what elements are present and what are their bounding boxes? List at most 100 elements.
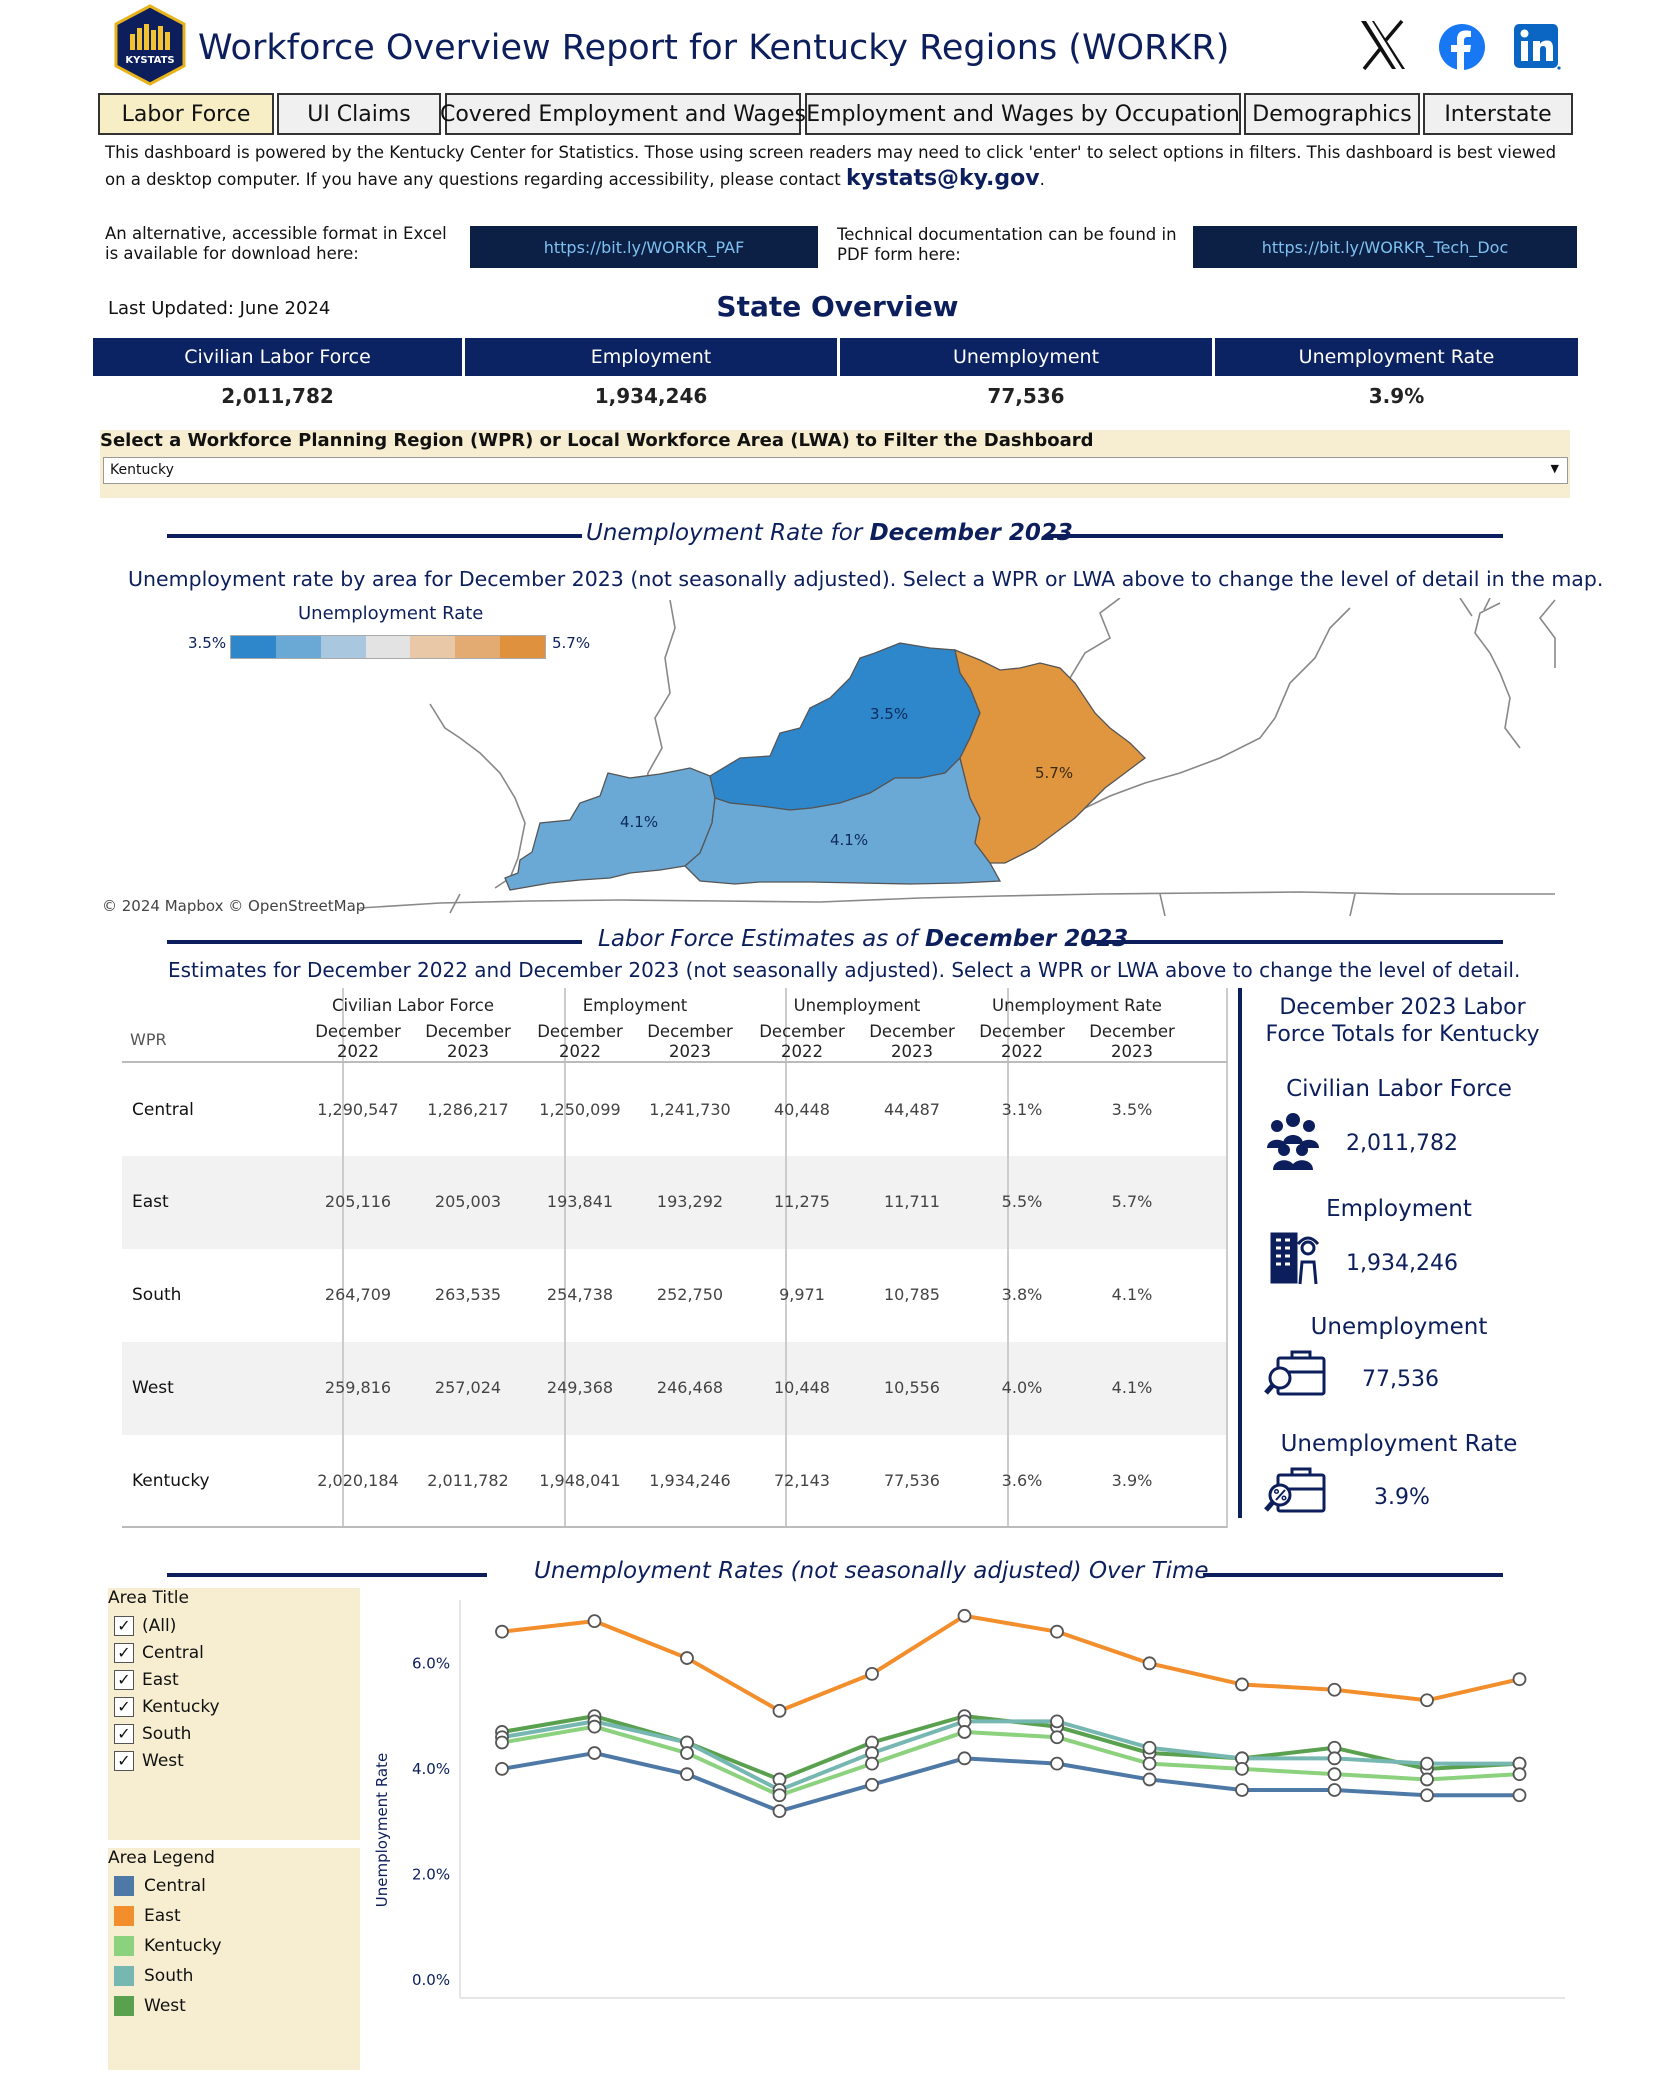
linkedin-icon[interactable] [1512, 22, 1562, 72]
tab-labor-force[interactable]: Labor Force [98, 93, 274, 135]
totals-title: December 2023 Labor Force Totals for Ken… [1265, 995, 1540, 1047]
legend-swatch [455, 636, 501, 658]
data-point-east [1142, 1656, 1157, 1671]
data-point-kentucky [1142, 1756, 1157, 1771]
worker-building-icon [1268, 1226, 1326, 1286]
legend-label: Kentucky [144, 1936, 222, 1956]
column-group-header: Unemployment [793, 996, 921, 1015]
table-cell: 1,286,217 [427, 1100, 509, 1119]
tab-demographics[interactable]: Demographics [1244, 93, 1420, 135]
facebook-icon[interactable] [1437, 22, 1487, 72]
header-divider [122, 1061, 1227, 1063]
email-link[interactable]: kystats@ky.gov [846, 166, 1040, 191]
checkbox-icon[interactable]: ✓ [114, 1670, 134, 1690]
checkbox-icon[interactable]: ✓ [114, 1751, 134, 1771]
area-checkbox-item[interactable]: ✓ East [114, 1670, 179, 1690]
data-point-central [957, 1751, 972, 1766]
checkbox-label: Kentucky [142, 1697, 220, 1717]
row-label: West [132, 1378, 174, 1398]
checkbox-icon[interactable]: ✓ [114, 1724, 134, 1744]
column-subheader: December [537, 1022, 623, 1041]
kystats-logo[interactable]: KYSTATS [112, 4, 188, 86]
footer-divider [122, 1526, 1227, 1528]
checkbox-icon[interactable]: ✓ [114, 1616, 134, 1636]
data-point-central [680, 1767, 694, 1782]
row-band [122, 1156, 1227, 1249]
excel-text: An alternative, accessible format in Exc… [105, 224, 447, 263]
last-updated: Last Updated: June 2024 [108, 298, 331, 319]
region-select[interactable]: Kentucky ▼ [103, 457, 1568, 484]
table-cell: 4.1% [1111, 1378, 1153, 1397]
table-cell: 44,487 [884, 1100, 940, 1119]
area-checkbox-item[interactable]: ✓ West [114, 1751, 184, 1771]
tab-occupation[interactable]: Employment and Wages by Occupation [805, 93, 1241, 135]
data-point-east [1420, 1693, 1434, 1708]
map-label-west: 4.1% [620, 813, 658, 831]
checkbox-label: East [142, 1670, 179, 1690]
area-filter-panel [108, 1588, 360, 1840]
data-point-kentucky [865, 1756, 879, 1771]
legend-item[interactable]: Central [114, 1876, 206, 1896]
data-point-east [1512, 1672, 1527, 1687]
estimates-table: WPR Civilian Labor Force Employment Unemplo… [122, 988, 1228, 1528]
people-group-icon [1262, 1110, 1324, 1170]
legend-swatch [114, 1936, 134, 1956]
row-label: East [132, 1192, 169, 1212]
unemployment-map[interactable]: 4.1% 3.5% 4.1% 5.7% [100, 597, 1560, 920]
trend-chart[interactable]: 0.0%2.0%4.0%6.0%Unemployment RateJan.202… [365, 1590, 1570, 2047]
tab-ui-claims[interactable]: UI Claims [277, 93, 441, 135]
checkbox-icon[interactable]: ✓ [114, 1643, 134, 1663]
checkbox-label: (All) [142, 1616, 177, 1636]
legend-swatch [114, 1876, 134, 1896]
estimates-subtitle: Estimates for December 2022 and December… [168, 958, 1521, 982]
table-cell: 205,116 [324, 1192, 392, 1211]
tab-covered-employment[interactable]: Covered Employment and Wages [440, 93, 806, 135]
x-icon[interactable] [1358, 18, 1408, 72]
data-point-east [1235, 1677, 1249, 1692]
column-divider [342, 988, 344, 1528]
map-label-south: 4.1% [830, 831, 868, 849]
table-cell: 263,535 [434, 1285, 502, 1304]
legend-item[interactable]: West [114, 1996, 186, 2016]
area-checkbox-item[interactable]: ✓ Kentucky [114, 1697, 220, 1717]
series-line-west [501, 1714, 1520, 1782]
data-point-kentucky [495, 1735, 509, 1750]
column-divider [785, 988, 787, 1528]
kpi-value-employment: 1,934,246 [594, 384, 708, 408]
y-axis-label: Unemployment Rate [373, 1753, 391, 1907]
legend-swatch [114, 1906, 134, 1926]
row-label: South [132, 1285, 182, 1305]
column-subheader: December [315, 1022, 401, 1041]
table-cell: 249,368 [546, 1378, 614, 1397]
area-checkbox-item[interactable]: ✓ Central [114, 1643, 204, 1663]
excel-link[interactable]: https://bit.ly/WORKR_PAF [470, 226, 818, 268]
series-line-kentucky [501, 1724, 1520, 1798]
table-cell: 3.8% [1001, 1285, 1043, 1304]
page-title: Workforce Overview Report for Kentucky R… [198, 28, 1230, 68]
table-cell: 1,250,099 [539, 1100, 621, 1119]
area-checkbox-item[interactable]: ✓ South [114, 1724, 191, 1744]
map-legend-max: 5.7% [552, 634, 591, 652]
doc-link[interactable]: https://bit.ly/WORKR_Tech_Doc [1193, 226, 1577, 268]
kpi-value-rate: 3.9% [1368, 384, 1425, 408]
kpi-value-labor-force: 2,011,782 [221, 384, 334, 408]
table-cell: 77,536 [884, 1471, 940, 1490]
legend-swatch [500, 636, 546, 658]
data-point-kentucky [680, 1746, 694, 1760]
intro-text: This dashboard is powered by the Kentuck… [105, 143, 1557, 191]
data-point-east [772, 1703, 787, 1718]
column-subheader-year: 2022 [559, 1042, 601, 1061]
legend-swatch [275, 636, 321, 658]
table-cell: 2,011,782 [427, 1471, 509, 1490]
checkbox-icon[interactable]: ✓ [114, 1697, 134, 1717]
column-subheader: December [1089, 1022, 1175, 1041]
legend-item[interactable]: South [114, 1966, 193, 1986]
table-cell: 257,024 [434, 1378, 502, 1397]
legend-swatch [231, 636, 276, 658]
area-checkbox-item[interactable]: ✓ (All) [114, 1616, 176, 1636]
y-tick-label: 4.0% [412, 1760, 450, 1778]
legend-item[interactable]: Kentucky [114, 1936, 222, 1956]
column-subheader: December [425, 1022, 511, 1041]
tab-interstate[interactable]: Interstate [1423, 93, 1573, 135]
legend-item[interactable]: East [114, 1906, 181, 1926]
